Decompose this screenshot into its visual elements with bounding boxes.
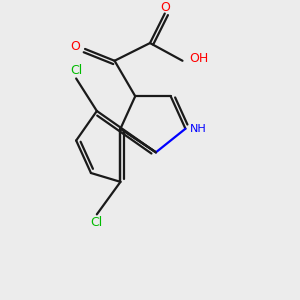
Text: Cl: Cl <box>91 216 103 229</box>
Text: Cl: Cl <box>70 64 82 77</box>
Text: NH: NH <box>190 124 206 134</box>
Text: OH: OH <box>189 52 208 65</box>
Text: O: O <box>70 40 80 53</box>
Text: O: O <box>160 1 170 13</box>
